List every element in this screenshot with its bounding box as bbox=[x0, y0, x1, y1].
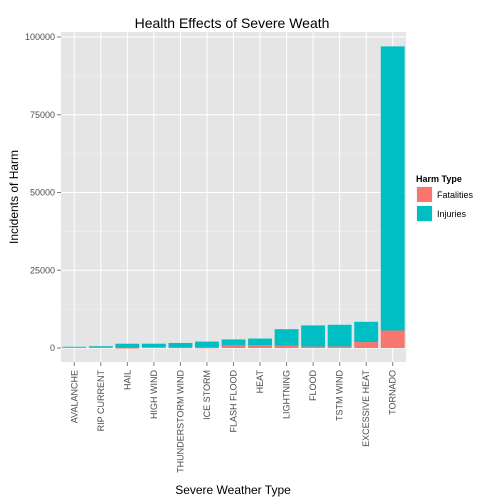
y-axis-title: Incidents of Harm bbox=[7, 150, 21, 244]
x-tick-label: THUNDERSTORM WIND bbox=[175, 370, 185, 473]
bar-fatalities-avalanche bbox=[62, 347, 87, 348]
bar-fatalities-excessive-heat bbox=[354, 342, 379, 348]
legend-label-fatalities: Fatalities bbox=[437, 190, 474, 200]
y-tick-label: 75000 bbox=[30, 110, 55, 120]
bar-injuries-thunderstorm-wind bbox=[168, 342, 193, 348]
x-tick-label: HEAT bbox=[255, 370, 265, 394]
x-axis-title: Severe Weather Type bbox=[175, 483, 291, 497]
y-tick-label: 100000 bbox=[25, 32, 55, 42]
bar-fatalities-high-wind bbox=[141, 347, 166, 348]
y-tick-label: 50000 bbox=[30, 188, 55, 198]
bar-fatalities-tornado bbox=[380, 330, 405, 348]
bar-injuries-flash-flood bbox=[221, 339, 246, 345]
x-tick-label: TSTM WIND bbox=[335, 370, 345, 421]
chart-title: Health Effects of Severe Weath bbox=[135, 15, 330, 31]
legend-swatch-fatalities bbox=[417, 187, 432, 202]
bar-fatalities-flash-flood bbox=[221, 344, 246, 348]
y-tick-label: 0 bbox=[50, 343, 55, 353]
x-tick-label: AVALANCHE bbox=[69, 370, 79, 423]
bar-injuries-lightning bbox=[274, 329, 299, 346]
bar-fatalities-hail bbox=[115, 347, 140, 349]
bar-fatalities-heat bbox=[248, 345, 272, 348]
x-tick-label: RIP CURRENT bbox=[96, 370, 106, 432]
bar-fatalities-flood bbox=[301, 346, 326, 348]
x-tick-label: HIGH WIND bbox=[149, 370, 159, 419]
x-tick-label: TORNADO bbox=[388, 370, 398, 415]
legend-title: Harm Type bbox=[416, 174, 462, 184]
bar-fatalities-ice-storm bbox=[195, 347, 219, 349]
bar-injuries-ice-storm bbox=[195, 341, 219, 348]
bar-injuries-hail bbox=[115, 343, 140, 348]
y-axis: 0 25000 50000 75000 100000 bbox=[25, 32, 61, 353]
bar-injuries-tornado bbox=[380, 46, 405, 331]
bar-injuries-flood bbox=[301, 325, 326, 347]
x-tick-label: FLOOD bbox=[308, 370, 318, 402]
bar-injuries-avalanche bbox=[62, 346, 87, 348]
bar-injuries-rip-current bbox=[88, 346, 113, 347]
bar-injuries-high-wind bbox=[141, 343, 166, 348]
bar-fatalities-lightning bbox=[274, 345, 299, 348]
bar-fatalities-thunderstorm-wind bbox=[168, 347, 193, 349]
x-tick-label: FLASH FLOOD bbox=[229, 370, 239, 433]
x-tick-label: LIGHTNING bbox=[282, 370, 292, 419]
legend-label-injuries: Injuries bbox=[437, 209, 467, 219]
legend-swatch-injuries bbox=[417, 206, 432, 221]
x-tick-label: EXCESSIVE HEAT bbox=[361, 370, 371, 447]
bar-injuries-tstm-wind bbox=[327, 324, 352, 347]
bar-fatalities-rip-current bbox=[88, 346, 113, 348]
x-tick-label: ICE STORM bbox=[202, 370, 212, 420]
bar-injuries-heat bbox=[248, 338, 272, 346]
bars bbox=[62, 46, 405, 349]
bar-injuries-excessive-heat bbox=[354, 321, 379, 343]
y-tick-label: 25000 bbox=[30, 265, 55, 275]
x-tick-label: HAIL bbox=[122, 370, 132, 390]
x-axis: AVALANCHE RIP CURRENT HAIL HIGH WIND THUNDER… bbox=[69, 362, 398, 473]
bar-fatalities-tstm-wind bbox=[327, 346, 352, 348]
legend: Harm Type Fatalities Injuries bbox=[415, 174, 474, 223]
